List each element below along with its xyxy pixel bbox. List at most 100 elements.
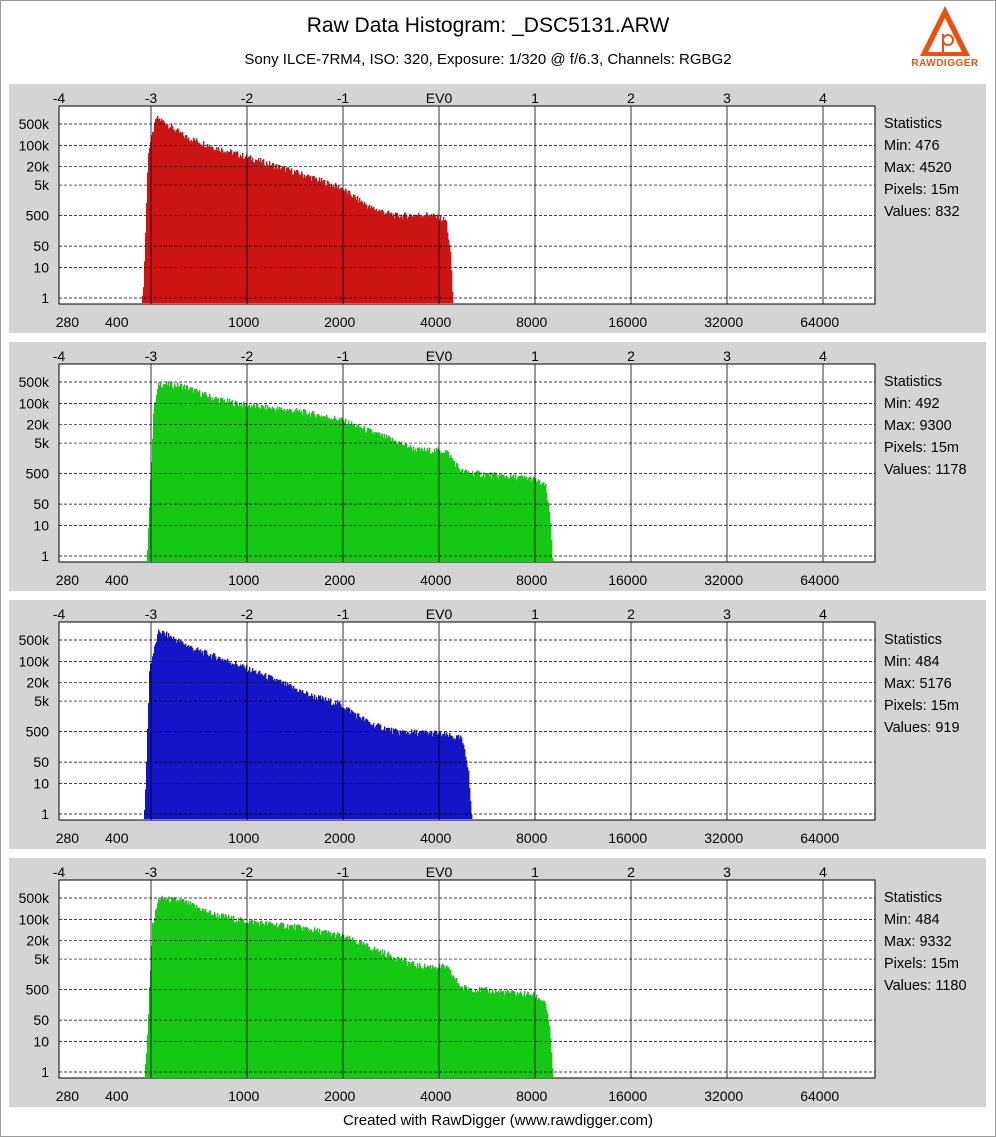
histogram-bar	[378, 210, 380, 303]
histogram-bar	[428, 215, 430, 303]
histogram-bar	[388, 210, 390, 303]
histogram-bar	[205, 146, 207, 303]
histogram-bar	[427, 965, 429, 1077]
histogram-bar	[202, 145, 204, 303]
histogram-bar	[341, 706, 343, 819]
histogram-bar	[476, 992, 478, 1077]
histogram-bar	[455, 739, 457, 819]
histogram-bar	[185, 900, 187, 1077]
histogram-bar	[389, 728, 391, 819]
histogram-bar	[461, 737, 463, 819]
histogram-bar	[465, 985, 467, 1077]
histogram-bar	[539, 998, 541, 1077]
histogram-bar	[218, 917, 220, 1077]
histogram-bar	[415, 965, 417, 1077]
histogram-bar	[442, 220, 444, 303]
histogram-bar	[360, 201, 362, 303]
histogram-bar	[374, 728, 376, 819]
histogram-bar	[177, 382, 179, 561]
histogram-bar	[472, 992, 474, 1077]
histogram-bar	[272, 162, 274, 303]
histogram-bar	[396, 961, 398, 1077]
histogram-bar	[349, 425, 351, 561]
histogram-bar	[148, 153, 150, 303]
histogram-bar	[251, 405, 253, 561]
histogram-bar	[405, 958, 407, 1077]
statistics-heading: Statistics	[884, 116, 943, 132]
histogram-bar	[362, 716, 364, 819]
histogram-bar	[435, 451, 437, 561]
histogram-bar	[402, 218, 404, 303]
histogram-bar	[452, 458, 454, 561]
histogram-bar	[379, 951, 381, 1077]
histogram-bar	[144, 261, 146, 303]
histogram-bar	[214, 912, 216, 1077]
histogram-bar	[460, 987, 462, 1077]
histogram-bar	[532, 994, 534, 1077]
histogram-bar	[282, 681, 284, 819]
histogram-bar	[388, 951, 390, 1077]
histogram-bar	[350, 194, 352, 303]
histogram-bar	[234, 405, 236, 561]
x-tick-label: 4000	[420, 1088, 451, 1104]
histogram-bar	[423, 969, 425, 1077]
histogram-bar	[339, 933, 341, 1077]
histogram-bar	[301, 410, 303, 561]
histogram-bar	[270, 407, 272, 561]
histogram-bar	[393, 728, 395, 819]
histogram-bar	[341, 187, 343, 303]
histogram-bar	[359, 427, 361, 561]
histogram-bar	[535, 998, 537, 1077]
histogram-bar	[391, 440, 393, 561]
histogram-bar	[168, 128, 170, 303]
histogram-bar	[332, 186, 334, 303]
histogram-bar	[161, 118, 163, 304]
histogram-bar	[422, 730, 424, 819]
histogram-bar	[239, 921, 241, 1077]
histogram-bar	[278, 164, 280, 303]
histogram-bar	[212, 146, 214, 303]
histogram-bar	[355, 427, 357, 561]
histogram-bar	[253, 671, 255, 819]
histogram-bar	[192, 902, 194, 1077]
histogram-bar	[433, 213, 435, 303]
histogram-bar	[302, 690, 304, 819]
histogram-bar	[215, 914, 217, 1077]
histogram-bar	[197, 907, 199, 1077]
histogram-bar	[409, 961, 411, 1077]
histogram-bar	[275, 681, 277, 819]
histogram-bar	[247, 158, 249, 303]
histogram-bar	[540, 1000, 542, 1077]
histogram-bar	[452, 291, 454, 303]
histogram-bar	[194, 389, 196, 561]
histogram-bar	[179, 132, 181, 303]
histogram-bar	[293, 411, 295, 561]
histogram-bar	[355, 941, 357, 1077]
histogram-bar	[399, 959, 401, 1077]
histogram-bar	[439, 219, 441, 303]
histogram-bar	[195, 140, 197, 303]
histogram-bar	[256, 921, 258, 1077]
histogram-bar	[437, 734, 439, 819]
histogram-bar	[272, 923, 274, 1077]
histogram-bar	[280, 679, 282, 819]
histogram-bar	[379, 432, 381, 561]
histogram-bar	[190, 141, 192, 303]
histogram-bars	[142, 115, 454, 304]
histogram-bar	[426, 967, 428, 1077]
histogram-bar	[164, 122, 166, 303]
histogram-bar	[276, 679, 278, 819]
histogram-bar	[456, 735, 458, 819]
histogram-bar	[286, 927, 288, 1077]
histogram-bar	[270, 165, 272, 303]
histogram-bar	[212, 914, 214, 1077]
histogram-bar	[337, 932, 339, 1077]
histogram-bar	[414, 216, 416, 303]
histogram-bar	[205, 650, 207, 819]
histogram-bar	[398, 732, 400, 819]
histogram-bar	[390, 437, 392, 561]
histogram-bar	[319, 415, 321, 561]
histogram-bar	[399, 441, 401, 561]
histogram-bar	[348, 420, 350, 561]
histogram-bar	[434, 730, 436, 819]
